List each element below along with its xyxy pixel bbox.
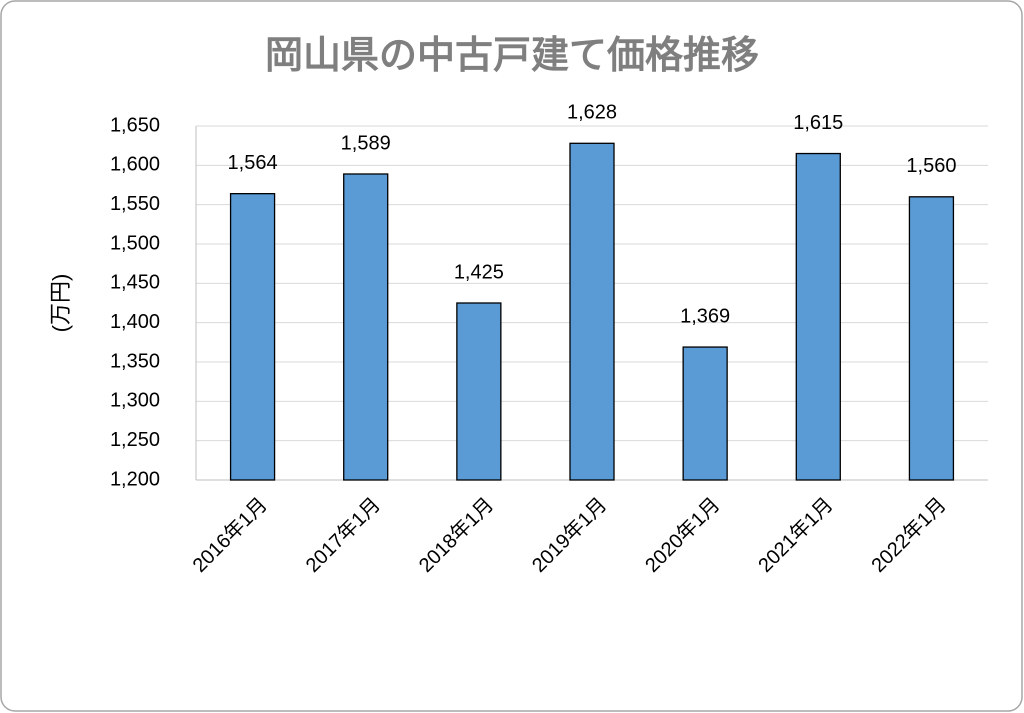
y-tick-label: 1,350 (110, 350, 160, 372)
y-tick-label: 1,450 (110, 272, 160, 294)
y-tick-label: 1,400 (110, 311, 160, 333)
value-label: 1,564 (228, 152, 278, 174)
value-label: 1,560 (906, 155, 956, 177)
bar (795, 152, 841, 481)
value-label: 1,628 (567, 102, 617, 124)
y-tick-label: 1,250 (110, 429, 160, 451)
bar (908, 196, 955, 481)
chart-title: 岡山県の中古戸建て価格推移 (265, 35, 759, 77)
y-tick-label: 1,200 (110, 468, 160, 490)
bar (456, 302, 502, 481)
bar (343, 173, 389, 481)
y-tick-label: 1,300 (110, 390, 160, 412)
y-axis-label: (万円) (48, 274, 73, 333)
value-label: 1,369 (680, 305, 730, 327)
bar (569, 142, 615, 481)
y-tick-label: 1,550 (110, 193, 160, 215)
y-tick-label: 1,600 (110, 154, 160, 176)
y-tick-label: 1,500 (110, 232, 160, 254)
value-label: 1,425 (454, 261, 504, 283)
value-label: 1,615 (793, 112, 843, 134)
value-label: 1,589 (341, 132, 391, 154)
bar (229, 193, 276, 481)
y-tick-label: 1,650 (110, 114, 160, 136)
bar (682, 346, 728, 481)
